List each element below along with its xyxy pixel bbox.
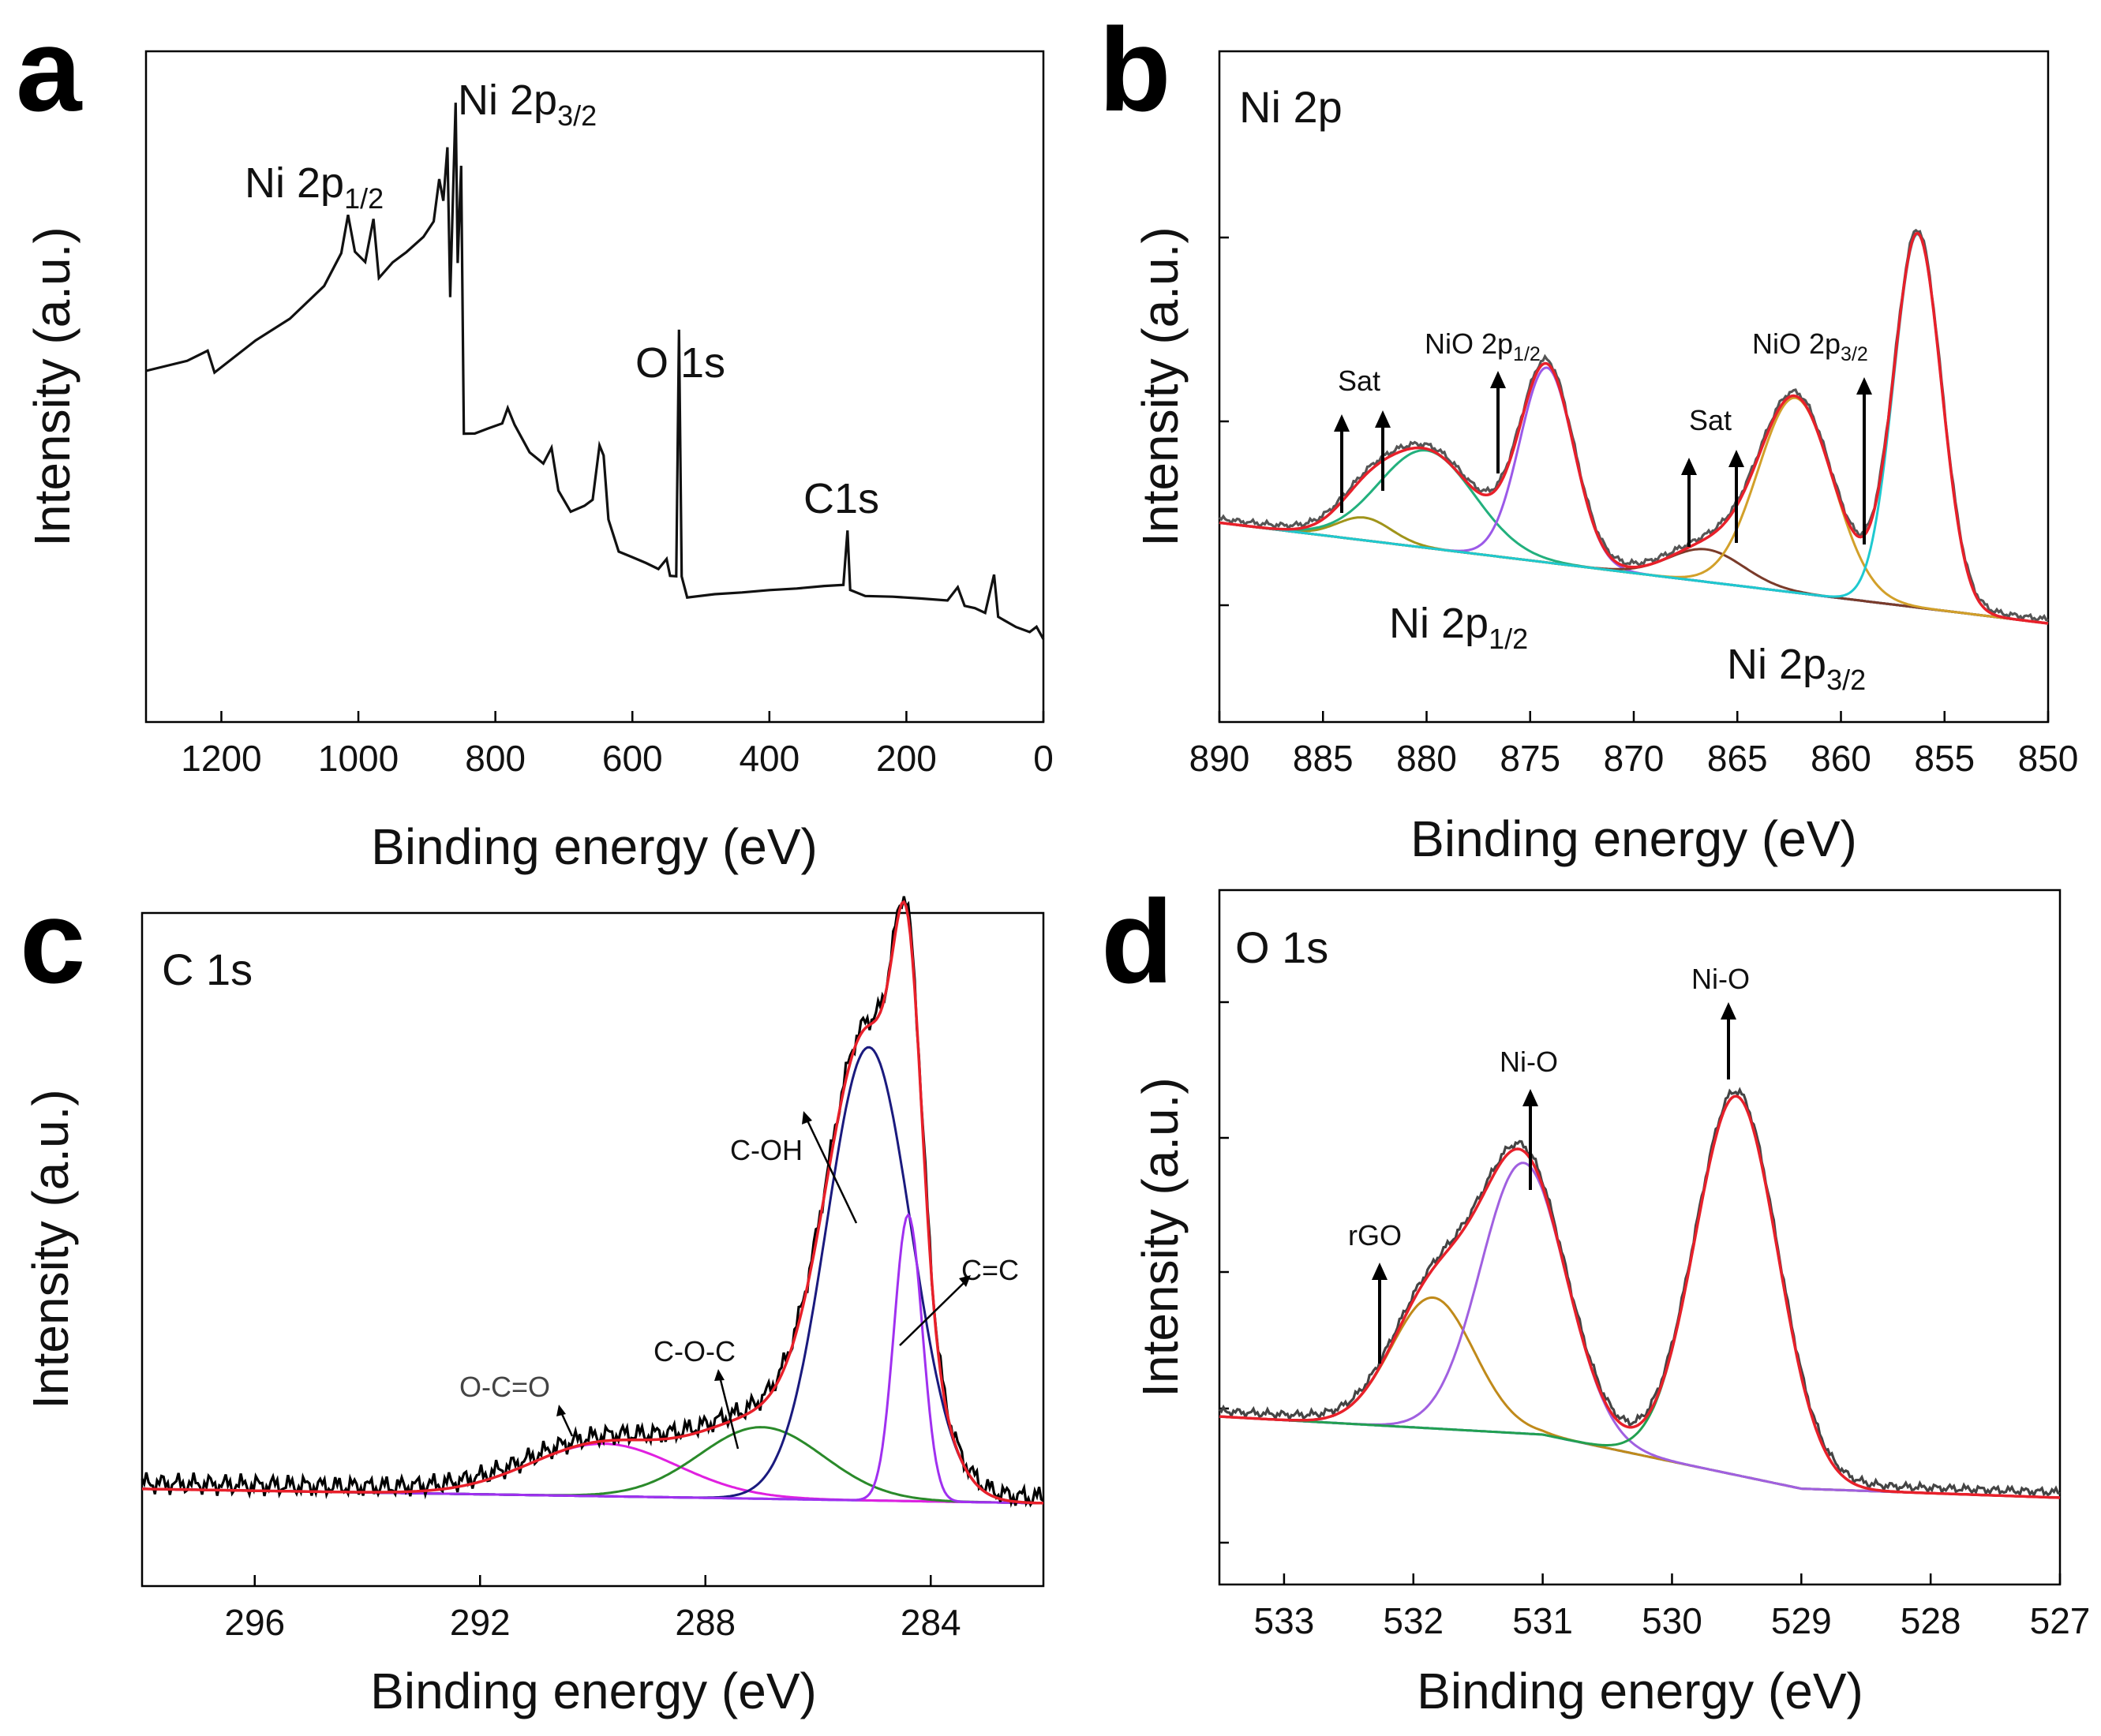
panel-c-annotation-c-eq-c: C=C [961,1254,1019,1286]
panel-b-arrows [1334,371,1872,547]
panel-b-annotation-ni2p12: Ni 2p1/2 [1389,600,1528,655]
panel-a-x-tick-label-400: 400 [739,738,800,779]
panel-b-x-tick-label-860: 860 [1811,738,1871,779]
panel-d-x-tick-label-529: 529 [1771,1600,1832,1641]
panel-b-x-tick-label-875: 875 [1500,738,1560,779]
panel-a-x-tick-label-200: 200 [876,738,937,779]
panel-b-annotation-nio-2p32: NiO 2p3/2 [1752,327,1868,365]
panel-a-survey-line [145,103,1045,640]
panel-d-raw-data-line [1218,1087,2061,1498]
panel-label-a: a [16,3,83,136]
panel-d-x-tick-label-532: 532 [1383,1600,1444,1641]
panel-b-annotation-sat-right: Sat [1689,404,1732,436]
panel-d-annotation-ni-o-right: Ni-O [1691,963,1750,995]
panel-b-y-axis-label: Intensity (a.u.) [1132,226,1189,547]
panel-a-plot-frame [144,50,1045,724]
panel-a-x-tick-label-1200: 1200 [181,738,261,779]
panel-d-x-ticks: 533 532 531 530 529 528 527 [1254,1573,2091,1641]
panel-d-annotation-rgo: rGO [1348,1219,1402,1251]
panel-d-component-1 [1219,1162,2061,1499]
panel-b-ni2p-spectrum: b 890 885 880 875 870 865 860 855 850 Ni 2p Bind… [1099,3,2078,867]
panel-a-x-tick-label-1000: 1000 [318,738,399,779]
panel-c-plot-frame [140,911,1045,1588]
panel-d-x-axis-label: Binding energy (eV) [1417,1663,1863,1719]
panel-d-plot-frame [1218,889,2062,1586]
panel-b-envelope-line [1219,231,2049,625]
panel-d-fit-curves [1218,1087,2061,1499]
panel-c-c1s-spectrum: c 296 292 288 284 C 1s Binding energy (eV) … [20,875,1045,1719]
panel-a-x-tick-label-0: 0 [1033,738,1054,779]
panel-c-envelope-line [142,900,1044,1505]
panel-b-raw-data-line [1218,228,2049,622]
panel-b-x-tick-label-865: 865 [1707,738,1768,779]
panel-b-annotation-sat-left: Sat [1338,365,1380,397]
panel-a-x-tick-label-600: 600 [602,738,663,779]
panel-d-annotation-ni-o-left: Ni-O [1500,1046,1558,1078]
panel-d-component-2 [1219,1094,2061,1499]
panel-c-x-ticks: 296 292 288 284 [224,1575,961,1643]
panel-b-title: Ni 2p [1239,82,1343,132]
panel-b-annotation-nio-2p12: NiO 2p1/2 [1425,327,1541,365]
panel-label-b: b [1099,3,1171,136]
panel-b-x-tick-label-890: 890 [1189,738,1250,779]
panel-c-annotation-c-oh: C-OH [730,1134,803,1166]
panel-c-annotation-o-c-eq-o: O-C=O [459,1371,550,1403]
panel-c-component-3 [142,1212,1043,1505]
panel-d-component-0 [1219,1296,2061,1499]
panel-d-title: O 1s [1235,922,1328,972]
panel-c-x-tick-label-288: 288 [675,1602,736,1643]
panel-a-annotation-c1s: C1s [803,475,879,522]
panel-d-x-tick-label-531: 531 [1512,1600,1573,1641]
panel-a-annotation-o1s: O 1s [635,339,725,387]
panel-c-x-tick-label-296: 296 [224,1602,285,1643]
panel-label-d: d [1101,875,1174,1008]
panel-d-x-tick-label-533: 533 [1254,1600,1315,1641]
panel-d-envelope-line [1219,1094,2061,1499]
panel-d-arrows [1372,1002,1736,1364]
panel-a-survey-spectrum: a 1200 1000 800 600 400 200 0 Binding energy (… [16,3,1054,875]
panel-d-x-tick-label-527: 527 [2030,1600,2091,1641]
panel-c-annotation-c-o-c: C-O-C [654,1335,736,1367]
panel-a-x-tick-label-800: 800 [465,738,526,779]
panel-label-c: c [20,875,85,1008]
panel-b-x-ticks: 890 885 880 875 870 865 860 855 850 [1189,711,2079,779]
panel-c-x-tick-label-284: 284 [901,1602,961,1643]
panel-d-o1s-spectrum: d 533 532 531 530 529 528 527 O 1s Binding ene… [1101,875,2090,1719]
panel-b-x-tick-label-880: 880 [1396,738,1457,779]
panel-d-y-ticks [1219,1001,1229,1544]
panel-b-x-tick-label-885: 885 [1293,738,1354,779]
panel-b-x-tick-label-850: 850 [2018,738,2079,779]
panel-b-annotation-ni2p32: Ni 2p3/2 [1727,641,1866,696]
panel-d-x-tick-label-530: 530 [1642,1600,1702,1641]
panel-a-annotation-ni2p12: Ni 2p1/2 [245,159,384,215]
panel-a-x-axis-label: Binding energy (eV) [371,818,818,875]
panel-a-annotation-ni2p32: Ni 2p3/2 [458,77,597,132]
panel-c-raw-data-line [140,896,1044,1508]
panel-b-fit-curves [1218,228,2049,625]
panel-b-x-axis-label: Binding energy (eV) [1410,810,1857,867]
panel-a-y-axis-label: Intensity (a.u.) [24,226,81,547]
panel-c-fit-curves [140,896,1044,1508]
panel-d-x-tick-label-528: 528 [1901,1600,1961,1641]
panel-b-y-ticks [1219,236,1229,607]
panel-b-component-4 [1219,396,2049,625]
panel-c-arrows [556,1111,971,1450]
panel-b-x-tick-label-870: 870 [1604,738,1665,779]
panel-c-title: C 1s [162,945,253,994]
panel-a-x-ticks: 1200 1000 800 600 400 200 0 [181,711,1054,779]
panel-c-x-tick-label-292: 292 [450,1602,511,1643]
panel-b-x-tick-label-855: 855 [1914,738,1975,779]
panel-d-y-axis-label: Intensity (a.u.) [1132,1077,1189,1397]
panel-c-x-axis-label: Binding energy (eV) [370,1663,817,1719]
panel-c-y-axis-label: Intensity (a.u.) [22,1089,79,1409]
